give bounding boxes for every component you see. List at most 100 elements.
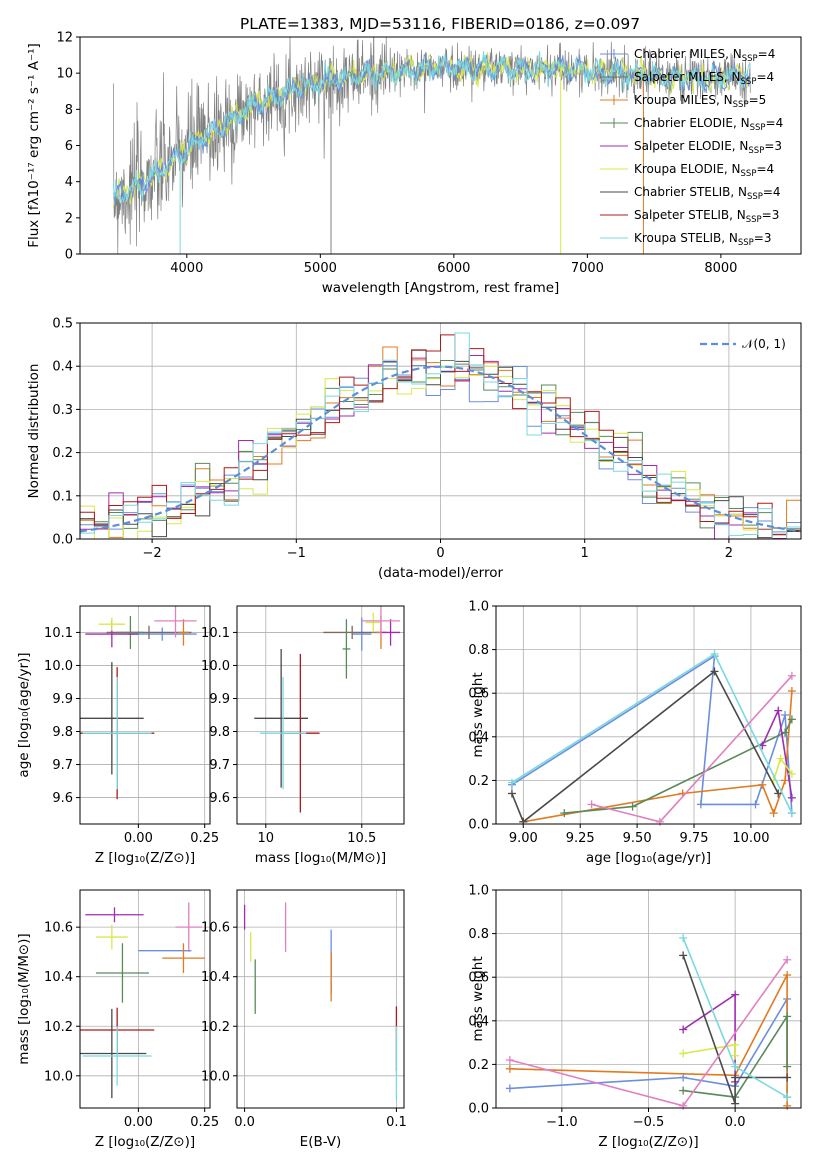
y-tick-label: 0.4 [52,360,73,375]
series-marker [505,1056,514,1065]
age_vs_mass-axes: 10 10.5 9.6 9.7 9.8 9.9 10.0 10.1 mass [log₁₀(M/… [201,606,404,866]
y-tick-label: 10.0 [201,659,230,674]
y-tick-label: 9.8 [209,725,230,740]
series-line-chabrier_stelib [682,955,788,1104]
x-tick-label: 10.5 [347,831,376,846]
series-line-chabrier_stelib [511,670,779,824]
mass_vs_Z-axes: 0.00 0.25 10.0 10.2 10.4 10.6 Z [log₁₀(Z/Z⊙)] m… [16,890,219,1150]
series-marker [507,778,516,787]
spectrum-plot-area [112,37,751,254]
x-tick-label: 9.75 [680,831,709,846]
series-marker [758,780,767,789]
y-tick-label: 4 [65,175,73,190]
y-tick-label: 0 [65,248,73,263]
x-axis-label: wavelength [Angstrom, rest frame] [322,280,560,296]
y-tick-label: 0.0 [468,1102,489,1117]
legend-label: Salpeter ELODIE, NSSP=3 [634,139,782,156]
x-tick-label: 1 [581,546,589,561]
age_vs_Z-plot-area [80,606,197,800]
mass_vs_ebv-axes: 0.0 0.1 10.0 10.2 10.4 10.6 E(B-V) [201,890,407,1150]
series-marker [731,990,740,999]
mass_vs_ebv-plot-area [243,902,398,1101]
series-marker [776,754,785,763]
errorbar-point [162,943,205,973]
x-axis-label: (data-model)/error [378,565,504,581]
series-marker [679,1086,688,1095]
series-marker [783,1012,792,1021]
y-tick-label: 10.2 [44,1020,73,1035]
model-spectrum-line-kroupa_stelib [112,51,751,205]
series-line-chabrier_elodie [683,1013,788,1098]
series-marker [587,800,596,809]
x-tick-label: 0.0 [234,1115,255,1130]
series-marker [731,1062,740,1071]
legend-label: 𝒩(0, 1) [742,337,786,351]
series-line-kroupa_stelib [511,652,793,814]
y-tick-label: 10.4 [44,970,73,985]
errorbar-point [323,625,381,640]
legend-label: Chabrier STELIB, NSSP=4 [634,185,781,202]
y-tick-label: 0.5 [52,317,73,332]
x-tick-label: 0.00 [124,831,153,846]
x-tick-label: 0.00 [124,1115,153,1130]
y-axis-label: Flux [fλ10⁻¹⁷ erg cm⁻² s⁻¹ A⁻¹] [26,43,42,248]
series-marker [783,971,792,980]
x-tick-label: 8000 [704,261,737,276]
legend-label: Salpeter MILES, NSSP=4 [634,70,774,87]
x-tick-label: 0.25 [190,1115,219,1130]
series-marker [710,649,719,658]
y-tick-label: 1.0 [468,884,489,899]
errorbar-point [175,902,203,952]
y-tick-label: 9.9 [209,692,230,707]
x-tick-label: −2 [143,546,162,561]
y-axis-label: mass weight [470,672,486,757]
x-tick-label: 10 [258,831,275,846]
y-axis-label: age [log₁₀(age/yr)] [16,652,32,777]
y-tick-label: 0.2 [52,446,73,461]
y-tick-label: 9.7 [209,758,230,773]
series-marker [787,793,796,802]
histogram-legend: 𝒩(0, 1) [700,337,786,351]
x-tick-label: 9.00 [509,831,538,846]
weight_vs_age-frame [495,605,802,825]
y-tick-label: 6 [65,139,73,154]
y-tick-label: 9.6 [209,791,230,806]
legend-label: Salpeter STELIB, NSSP=3 [634,208,779,225]
y-axis-label: Normed distribution [26,364,42,499]
y-tick-label: 0.1 [52,489,73,504]
y-tick-label: 0.6 [468,971,489,986]
series-marker [781,711,790,719]
mass_vs_Z-plot-area [80,902,205,1099]
histogram-plot-area [80,332,801,539]
series-marker [783,1062,792,1071]
legend-label: Chabrier MILES, NSSP=4 [634,47,775,64]
observed-spectrum-line [113,37,751,254]
y-tick-label: 9.8 [52,725,73,740]
age_vs_mass-frame [236,605,405,825]
errorbar-point [361,606,401,638]
errorbar-point [80,662,144,775]
legend-label: Kroupa STELIB, NSSP=3 [634,231,772,248]
series-marker [731,1051,740,1060]
y-tick-label: 10.4 [201,970,230,985]
y-tick-label: 10.6 [44,921,73,936]
x-tick-label: 6000 [437,261,470,276]
errorbar-point [82,1026,152,1086]
x-tick-label: 2 [725,546,733,561]
series-line-chabrier_elodie [564,719,793,814]
spectrum-frame [79,36,802,255]
series-marker [774,789,783,798]
series-marker [774,706,783,715]
weight_vs_Z-frame [495,889,802,1109]
series-marker [731,1040,740,1049]
age_vs_mass-plot-area [254,606,401,813]
y-tick-label: 2 [65,211,73,226]
series-marker [783,1101,792,1110]
series-marker [560,809,569,818]
x-tick-label: 0.0 [725,1115,746,1130]
x-tick-label: 9.25 [566,831,595,846]
x-axis-label: Z [log₁₀(Z/Z⊙)] [598,1134,698,1150]
series-marker [679,1073,688,1082]
errorbar-point [352,617,372,651]
